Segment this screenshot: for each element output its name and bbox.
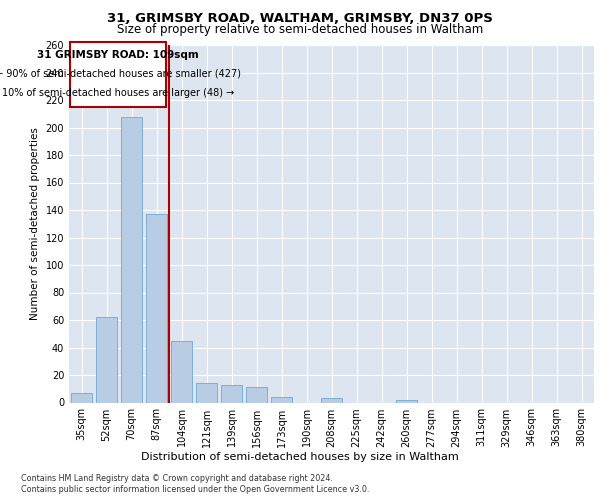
Y-axis label: Number of semi-detached properties: Number of semi-detached properties (30, 128, 40, 320)
Bar (396, 400, 417, 402)
Text: ← 90% of semi-detached houses are smaller (427): ← 90% of semi-detached houses are smalle… (0, 69, 241, 79)
Text: Distribution of semi-detached houses by size in Waltham: Distribution of semi-detached houses by … (141, 452, 459, 462)
Text: Contains HM Land Registry data © Crown copyright and database right 2024.: Contains HM Land Registry data © Crown c… (21, 474, 333, 483)
Bar (321, 398, 342, 402)
Text: 31, GRIMSBY ROAD, WALTHAM, GRIMSBY, DN37 0PS: 31, GRIMSBY ROAD, WALTHAM, GRIMSBY, DN37… (107, 12, 493, 26)
Bar (221, 384, 242, 402)
Bar (96, 318, 117, 402)
Text: 10% of semi-detached houses are larger (48) →: 10% of semi-detached houses are larger (… (1, 88, 234, 98)
Bar (196, 383, 217, 402)
Text: 31 GRIMSBY ROAD: 109sqm: 31 GRIMSBY ROAD: 109sqm (37, 50, 199, 59)
FancyBboxPatch shape (70, 42, 166, 107)
Bar (71, 393, 92, 402)
Bar (146, 214, 167, 402)
Bar (246, 388, 267, 402)
Bar (271, 397, 292, 402)
Bar (171, 340, 192, 402)
Text: Contains public sector information licensed under the Open Government Licence v3: Contains public sector information licen… (21, 485, 370, 494)
Text: Size of property relative to semi-detached houses in Waltham: Size of property relative to semi-detach… (117, 22, 483, 36)
Bar (121, 116, 142, 403)
